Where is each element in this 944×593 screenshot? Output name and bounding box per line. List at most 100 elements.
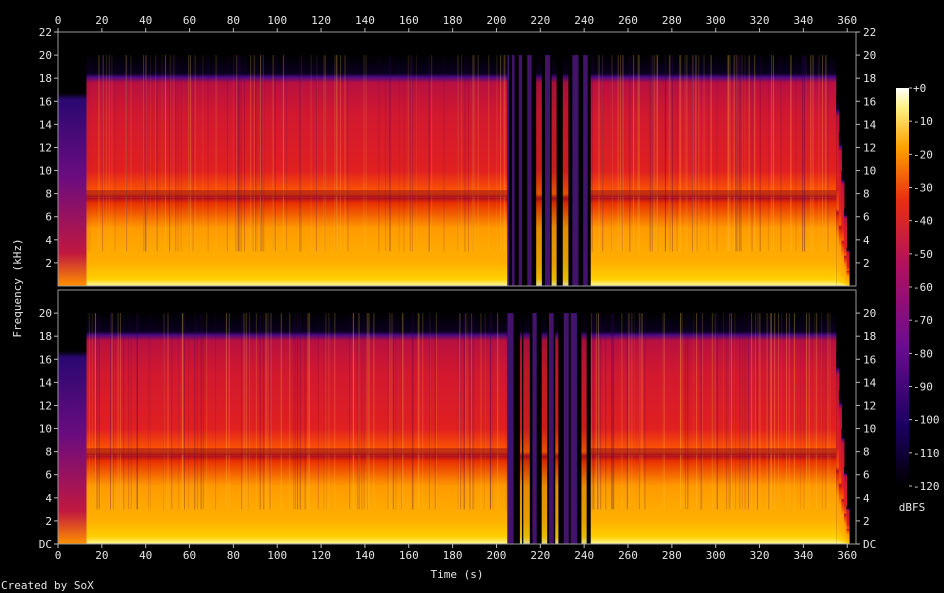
texture-streak — [95, 313, 97, 510]
texture-streak — [464, 55, 466, 252]
texture-streak — [649, 55, 651, 252]
texture-streak — [395, 313, 397, 510]
y-tick-label: 2 — [863, 257, 870, 270]
texture-streak — [358, 313, 360, 510]
texture-streak — [668, 55, 670, 252]
y-tick-label: 14 — [863, 376, 877, 389]
x-tick-label: 120 — [311, 549, 331, 562]
texture-streak — [593, 313, 595, 510]
texture-streak — [821, 313, 823, 510]
texture-streak — [825, 313, 827, 510]
texture-streak — [793, 313, 795, 510]
texture-streak — [317, 313, 319, 510]
segment-fade — [838, 132, 842, 286]
texture-streak — [403, 55, 405, 252]
segment-burst — [511, 55, 515, 286]
texture-streak — [730, 313, 732, 510]
texture-streak — [233, 55, 235, 252]
texture-streak — [610, 313, 612, 510]
texture-streak — [436, 313, 438, 510]
texture-streak — [733, 55, 735, 252]
texture-streak — [130, 313, 132, 510]
texture-streak — [710, 55, 712, 252]
texture-streak — [729, 313, 731, 510]
texture-streak — [698, 55, 700, 252]
y-tick-label: 12 — [39, 141, 52, 154]
texture-streak — [238, 55, 240, 252]
texture-streak — [591, 313, 593, 510]
texture-streak — [735, 313, 737, 510]
texture-streak — [434, 313, 436, 510]
colorbar-tick-label: -30 — [913, 182, 933, 195]
texture-streak — [597, 55, 599, 252]
texture-streak — [196, 313, 198, 510]
colorbar-tick-label: +0 — [913, 82, 926, 95]
texture-streak — [259, 55, 261, 252]
texture-streak — [774, 313, 776, 510]
texture-streak — [389, 313, 391, 510]
band — [86, 448, 508, 456]
texture-streak — [335, 55, 337, 252]
texture-streak — [505, 313, 507, 510]
texture-streak — [385, 55, 387, 252]
segment-burst — [581, 313, 587, 544]
x-tick-label: 240 — [574, 14, 594, 27]
texture-streak — [202, 55, 204, 252]
texture-streak — [163, 313, 165, 510]
segment-burst — [572, 55, 579, 286]
texture-streak — [161, 55, 163, 252]
texture-streak — [147, 313, 149, 510]
texture-streak — [751, 55, 753, 252]
texture-streak — [255, 55, 257, 252]
segment-burst — [536, 55, 542, 286]
texture-streak — [98, 313, 100, 510]
texture-streak — [409, 55, 411, 252]
texture-streak — [747, 313, 749, 510]
texture-streak — [812, 55, 814, 252]
texture-streak — [464, 313, 466, 510]
texture-streak — [225, 313, 227, 510]
texture-streak — [461, 55, 463, 252]
texture-streak — [367, 313, 369, 510]
texture-streak — [189, 55, 191, 252]
x-tick-label: 200 — [487, 14, 507, 27]
segment-burst — [548, 313, 554, 544]
texture-streak — [175, 55, 177, 252]
texture-streak — [723, 313, 725, 510]
texture-streak — [358, 313, 360, 510]
texture-streak — [240, 55, 242, 252]
texture-streak — [497, 313, 499, 510]
texture-streak — [272, 55, 274, 252]
texture-streak — [261, 55, 263, 252]
texture-streak — [145, 55, 147, 252]
texture-streak — [308, 313, 310, 510]
texture-streak — [802, 55, 804, 252]
texture-streak — [651, 55, 653, 252]
texture-streak — [738, 55, 740, 252]
texture-streak — [156, 55, 158, 252]
texture-streak — [473, 55, 475, 252]
x-tick-label: 60 — [183, 549, 196, 562]
texture-streak — [728, 55, 730, 252]
texture-streak — [492, 313, 494, 510]
x-tick-label: 100 — [267, 14, 287, 27]
texture-streak — [701, 313, 703, 510]
texture-streak — [591, 55, 593, 252]
texture-streak — [361, 313, 363, 510]
texture-streak — [125, 55, 127, 252]
y-tick-label: 10 — [39, 423, 52, 436]
segment-burst — [570, 313, 577, 544]
texture-streak — [349, 313, 351, 510]
segment-fade — [836, 351, 840, 544]
y-tick-label: 18 — [39, 72, 52, 85]
texture-streak — [112, 313, 114, 510]
texture-streak — [296, 313, 298, 510]
texture-streak — [621, 55, 623, 252]
x-tick-label: 220 — [530, 549, 550, 562]
texture-streak — [808, 313, 810, 510]
texture-streak — [415, 55, 417, 252]
texture-streak — [402, 313, 404, 510]
texture-streak — [422, 313, 424, 510]
y-tick-label: 18 — [863, 330, 876, 343]
